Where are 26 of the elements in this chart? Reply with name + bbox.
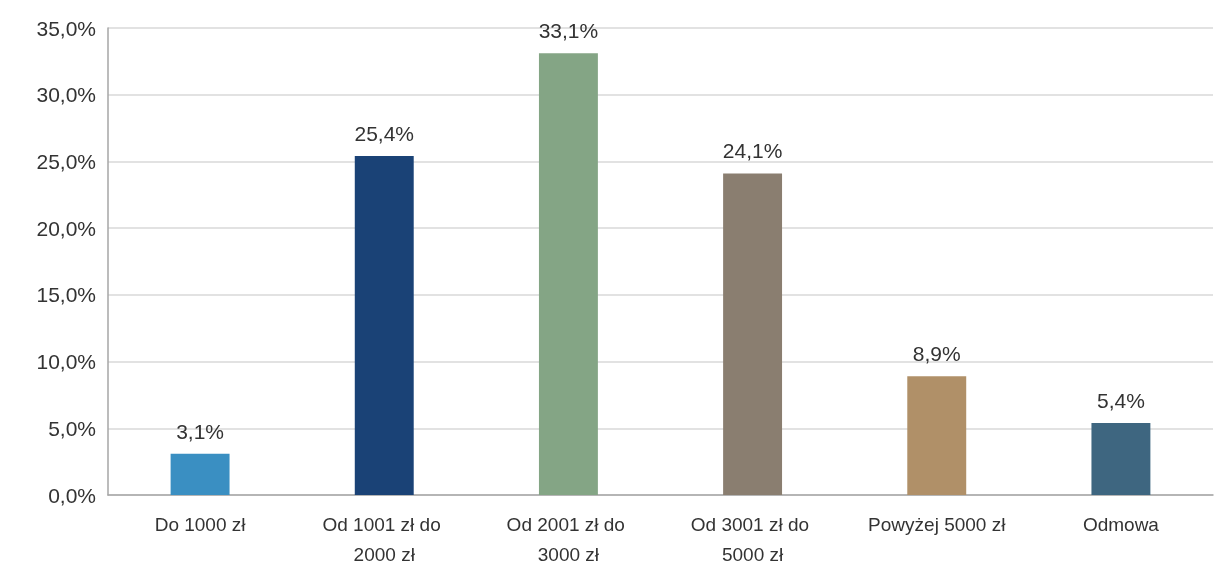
x-tick-label: Odmowa: [1082, 513, 1160, 535]
bar: [723, 173, 783, 495]
x-tick-label: Powyżej 5000 zł: [868, 513, 1007, 535]
y-tick-label: 15,0%: [36, 283, 96, 307]
bar: [170, 453, 230, 495]
y-tick-label: 5,0%: [48, 416, 96, 440]
x-tick-label: Do 1000 zł: [154, 513, 247, 535]
data-label: 25,4%: [354, 122, 415, 146]
bar: [538, 53, 598, 495]
y-tick-label: 30,0%: [36, 83, 96, 107]
bar: [907, 376, 967, 495]
x-tick-label: Od 2001 zł do 3000 zł: [506, 513, 631, 565]
bar: [1091, 422, 1151, 495]
data-label: 24,1%: [722, 139, 783, 163]
data-label: 5,4%: [1096, 388, 1145, 412]
x-tick-label: Od 3001 zł do 5000 zł: [690, 513, 815, 565]
y-tick-label: 20,0%: [36, 216, 96, 240]
y-tick-label: 25,0%: [36, 149, 96, 173]
y-tick-label: 0,0%: [48, 483, 96, 507]
y-tick-label: 10,0%: [36, 350, 96, 374]
y-tick-label: 35,0%: [36, 16, 96, 40]
data-label: 3,1%: [176, 419, 225, 443]
data-label: 8,9%: [912, 342, 961, 366]
x-tick-label: Od 1001 zł do 2000 zł: [322, 513, 447, 565]
bar: [354, 156, 414, 495]
data-label: 33,1%: [538, 19, 599, 43]
